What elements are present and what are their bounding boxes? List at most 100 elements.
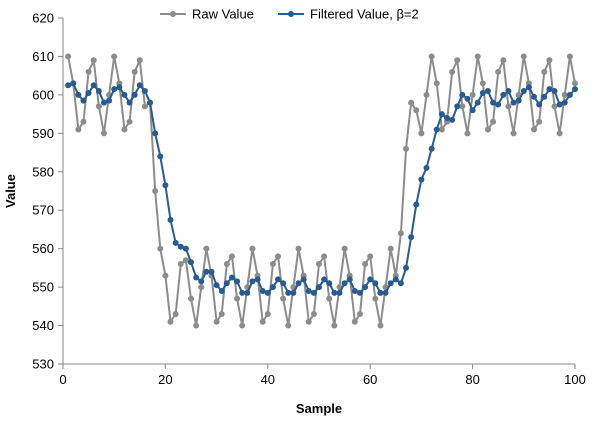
data-point bbox=[556, 101, 563, 108]
data-point bbox=[397, 230, 404, 237]
data-point bbox=[520, 88, 527, 95]
data-point bbox=[341, 245, 348, 252]
y-axis-title: Value bbox=[3, 174, 18, 208]
data-point bbox=[111, 53, 118, 60]
data-point bbox=[126, 99, 133, 106]
data-point bbox=[459, 91, 466, 98]
data-point bbox=[377, 322, 384, 329]
data-point bbox=[495, 68, 502, 75]
data-point bbox=[341, 280, 348, 287]
data-point bbox=[80, 118, 87, 125]
data-point bbox=[305, 287, 312, 294]
data-point bbox=[520, 53, 527, 60]
data-point bbox=[392, 276, 399, 283]
data-point bbox=[213, 282, 220, 289]
y-tick-label: 560 bbox=[32, 241, 54, 256]
data-point bbox=[500, 57, 507, 64]
data-point bbox=[131, 68, 138, 75]
data-point bbox=[326, 295, 333, 302]
data-point bbox=[356, 311, 363, 318]
data-point bbox=[280, 280, 287, 287]
data-point bbox=[203, 245, 210, 252]
data-point bbox=[126, 118, 133, 125]
data-point bbox=[444, 114, 450, 121]
data-point bbox=[275, 276, 282, 283]
data-point bbox=[531, 126, 538, 133]
series-2 bbox=[65, 80, 578, 296]
data-point bbox=[310, 289, 317, 296]
data-point bbox=[172, 311, 179, 318]
data-point bbox=[413, 107, 420, 114]
data-point bbox=[182, 257, 189, 264]
data-point bbox=[525, 84, 532, 91]
y-tick-label: 620 bbox=[32, 11, 54, 26]
data-point bbox=[433, 126, 440, 133]
data-point bbox=[70, 80, 77, 87]
legend-label: Filtered Value, β=2 bbox=[310, 7, 419, 22]
tick-labels: 530 540 550 560 570 580 590 600 610 620 0 20 40 60 80 1… bbox=[32, 11, 586, 388]
data-point bbox=[208, 268, 215, 275]
data-point bbox=[423, 164, 430, 171]
data-point bbox=[561, 99, 568, 106]
data-point bbox=[100, 130, 107, 137]
y-tick-label: 600 bbox=[32, 87, 54, 102]
data-point bbox=[106, 97, 113, 104]
x-tick-label: 40 bbox=[261, 372, 275, 387]
data-point bbox=[566, 53, 573, 60]
x-tick-label: 60 bbox=[363, 372, 377, 387]
data-point bbox=[203, 268, 210, 275]
data-point bbox=[136, 57, 143, 64]
data-point bbox=[147, 99, 154, 106]
data-point bbox=[249, 278, 256, 285]
data-point bbox=[198, 278, 205, 285]
data-point bbox=[423, 91, 430, 98]
data-point bbox=[136, 82, 143, 89]
data-point bbox=[438, 126, 445, 133]
data-point bbox=[546, 86, 553, 93]
data-point bbox=[449, 116, 456, 123]
data-point bbox=[382, 289, 389, 296]
data-point bbox=[428, 53, 435, 60]
data-point bbox=[280, 295, 287, 302]
data-point bbox=[536, 118, 543, 125]
data-point bbox=[474, 99, 481, 106]
data-point bbox=[157, 153, 164, 160]
data-point bbox=[75, 91, 82, 98]
data-point bbox=[239, 322, 246, 329]
data-point bbox=[551, 103, 558, 110]
series-line bbox=[67, 55, 576, 327]
data-point bbox=[188, 295, 194, 302]
data-point bbox=[193, 274, 200, 281]
y-tick-label: 540 bbox=[32, 318, 54, 333]
data-point bbox=[505, 88, 512, 95]
data-point bbox=[75, 126, 82, 133]
data-point bbox=[397, 280, 404, 287]
data-point bbox=[490, 99, 497, 106]
legend-label: Raw Value bbox=[192, 7, 254, 22]
data-point bbox=[177, 261, 184, 268]
data-point bbox=[336, 289, 343, 296]
data-point bbox=[536, 101, 543, 108]
data-point bbox=[152, 130, 159, 137]
data-point bbox=[510, 99, 517, 106]
data-point bbox=[157, 245, 164, 252]
data-point bbox=[249, 245, 256, 252]
data-point bbox=[515, 97, 522, 104]
data-point bbox=[80, 97, 87, 104]
data-point bbox=[479, 89, 486, 96]
data-point bbox=[556, 130, 563, 137]
data-point bbox=[244, 289, 251, 296]
data-point bbox=[316, 284, 322, 291]
y-tick-label: 610 bbox=[32, 49, 54, 64]
x-tick-label: 0 bbox=[59, 372, 66, 387]
x-axis-title: Sample bbox=[296, 401, 342, 416]
data-point bbox=[162, 272, 169, 279]
data-point bbox=[239, 289, 246, 296]
data-point bbox=[541, 93, 548, 100]
data-point bbox=[551, 88, 558, 95]
data-point bbox=[198, 284, 205, 291]
data-point bbox=[474, 53, 481, 60]
data-point bbox=[459, 103, 466, 110]
data-point bbox=[167, 318, 174, 325]
data-point bbox=[223, 280, 230, 287]
